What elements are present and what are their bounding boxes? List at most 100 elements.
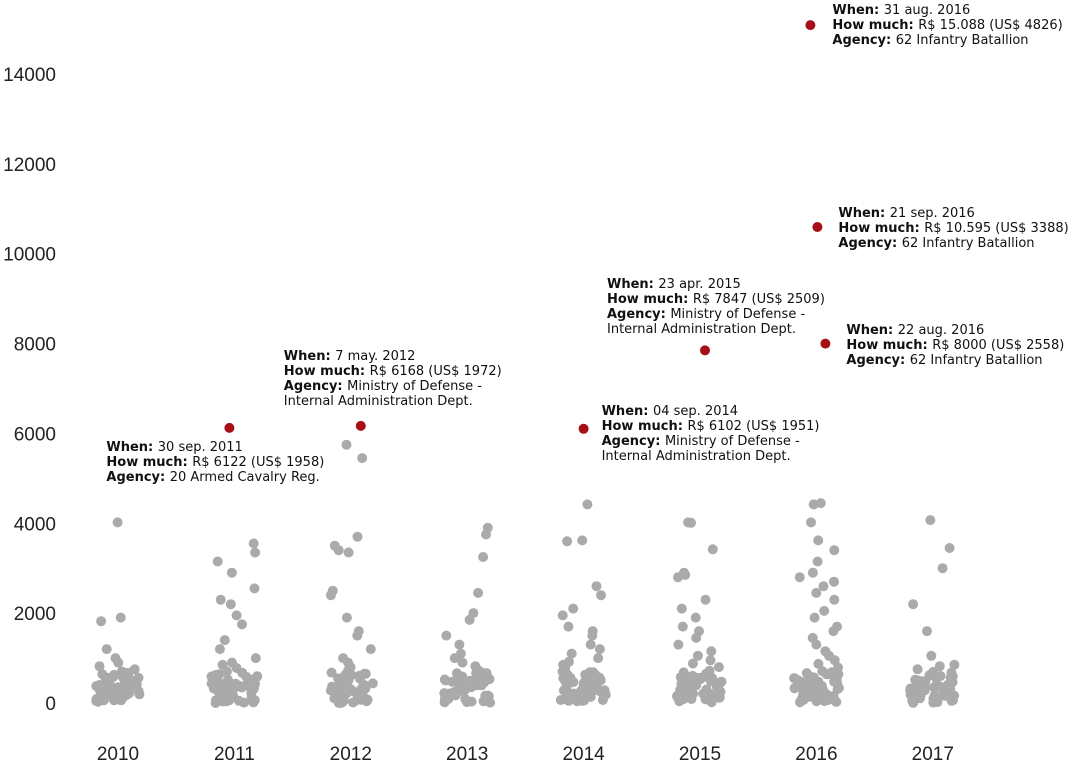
data-point <box>240 680 251 691</box>
data-point <box>707 544 718 555</box>
annotation-value: Ministry of Defense - <box>664 433 800 449</box>
data-point <box>122 667 133 678</box>
data-point <box>454 639 465 650</box>
data-point <box>926 650 937 661</box>
annotation-line: How much: R$ 8000 (US$ 2558) <box>846 338 1064 353</box>
data-point <box>231 610 242 621</box>
annotation-value: 62 Infantry Batallion <box>909 352 1043 368</box>
data-point <box>343 547 354 558</box>
annotation-key: Agency: <box>846 352 910 368</box>
data-point <box>333 688 344 699</box>
annotation-value: R$ 6168 (US$ 1972) <box>369 363 502 379</box>
data-point <box>226 567 237 578</box>
data-point <box>365 644 376 655</box>
data-point <box>113 657 124 668</box>
data-point <box>359 680 370 690</box>
data-point <box>686 517 696 528</box>
annotation-key: How much: <box>106 454 193 470</box>
annotation: When: 21 sep. 2016 How much: R$ 10.595 (U… <box>838 206 1068 251</box>
highlight-points <box>224 20 831 434</box>
x-tick-label: 2011 <box>214 744 255 763</box>
y-tick-label: 2000 <box>14 604 56 625</box>
x-tick-label: 2017 <box>912 744 954 763</box>
data-point <box>219 635 230 646</box>
x-tick-label: 2014 <box>562 744 605 763</box>
data-point <box>713 662 724 673</box>
y-axis-ticks: 0 2000 4000 6000 8000 10000 12000 14000 <box>3 65 56 715</box>
x-tick-label: 2012 <box>330 744 372 763</box>
annotation-key: When: <box>832 3 884 19</box>
annotation-line: When: 31 aug. 2016 <box>832 3 1062 18</box>
y-tick-label: 0 <box>45 694 56 715</box>
annotation: When: 04 sep. 2014 How much: R$ 6102 (US$… <box>602 404 820 464</box>
data-point <box>333 697 344 708</box>
x-tick-label: 2015 <box>679 744 721 763</box>
data-point <box>794 572 805 583</box>
data-point <box>829 576 839 587</box>
y-tick-label: 14000 <box>3 65 56 86</box>
data-point <box>818 581 829 592</box>
data-point <box>230 681 241 692</box>
data-point <box>812 556 823 567</box>
data-point <box>562 536 573 547</box>
y-tick-label: 4000 <box>14 514 56 535</box>
data-point <box>464 614 475 625</box>
data-point <box>910 674 921 685</box>
data-point <box>481 529 491 540</box>
x-axis-ticks: 2010 2011 2012 2013 2014 2015 2016 2017 <box>97 744 954 763</box>
data-point <box>566 648 577 659</box>
data-point <box>115 612 126 623</box>
data-point <box>325 590 336 601</box>
data-point <box>700 594 711 605</box>
data-point <box>829 594 840 605</box>
data-point <box>706 646 717 657</box>
annotation-key: When: <box>838 205 890 221</box>
data-point <box>944 543 955 553</box>
data-point <box>105 680 116 691</box>
annotation-key: How much: <box>283 363 370 379</box>
annotation-line: How much: R$ 7847 (US$ 2509) <box>607 292 825 307</box>
annotation-line: When: 04 sep. 2014 <box>602 404 820 419</box>
data-point <box>673 639 684 650</box>
data-point <box>828 691 839 701</box>
data-point <box>112 517 123 528</box>
highlight-point <box>578 423 589 434</box>
data-point <box>352 531 363 542</box>
data-point <box>833 669 844 680</box>
annotation: When: 31 aug. 2016 How much: R$ 15.088 (U… <box>832 3 1062 48</box>
y-tick-label: 8000 <box>14 335 56 356</box>
annotation-value: 30 sep. 2011 <box>157 439 243 455</box>
data-point <box>212 556 223 567</box>
annotation-line: Agency: Ministry of Defense - <box>607 307 825 322</box>
y-tick-label: 10000 <box>3 245 56 266</box>
data-point <box>679 693 690 704</box>
annotation-line: When: 23 apr. 2015 <box>607 277 825 292</box>
data-point <box>934 661 945 672</box>
annotation-key: Agency: <box>838 235 902 251</box>
data-point <box>691 632 702 643</box>
highlight-point <box>355 420 366 431</box>
data-point <box>238 697 249 708</box>
highlight-point <box>700 345 710 356</box>
data-point <box>592 683 603 694</box>
data-point <box>341 612 352 623</box>
data-point <box>563 693 573 704</box>
highlight-point <box>820 338 831 349</box>
annotation-value: Internal Administration Dept. <box>601 448 791 464</box>
annotation-value: 21 sep. 2016 <box>889 205 975 221</box>
data-point <box>97 669 108 680</box>
annotation-value: 62 Infantry Batallion <box>901 235 1035 251</box>
annotation-line: When: 21 sep. 2016 <box>838 206 1068 221</box>
annotation-value: R$ 15.088 (US$ 4826) <box>918 18 1063 34</box>
data-point <box>351 695 362 706</box>
annotation-key: When: <box>283 348 336 364</box>
data-point <box>124 681 135 692</box>
annotation-key: Agency: <box>832 33 896 49</box>
annotation-value: Ministry of Defense - <box>347 378 482 394</box>
data-point <box>594 672 605 683</box>
data-point <box>108 672 118 682</box>
data-point <box>560 675 570 685</box>
data-point <box>218 682 229 693</box>
annotation-key: How much: <box>838 220 925 236</box>
data-point <box>248 538 259 549</box>
